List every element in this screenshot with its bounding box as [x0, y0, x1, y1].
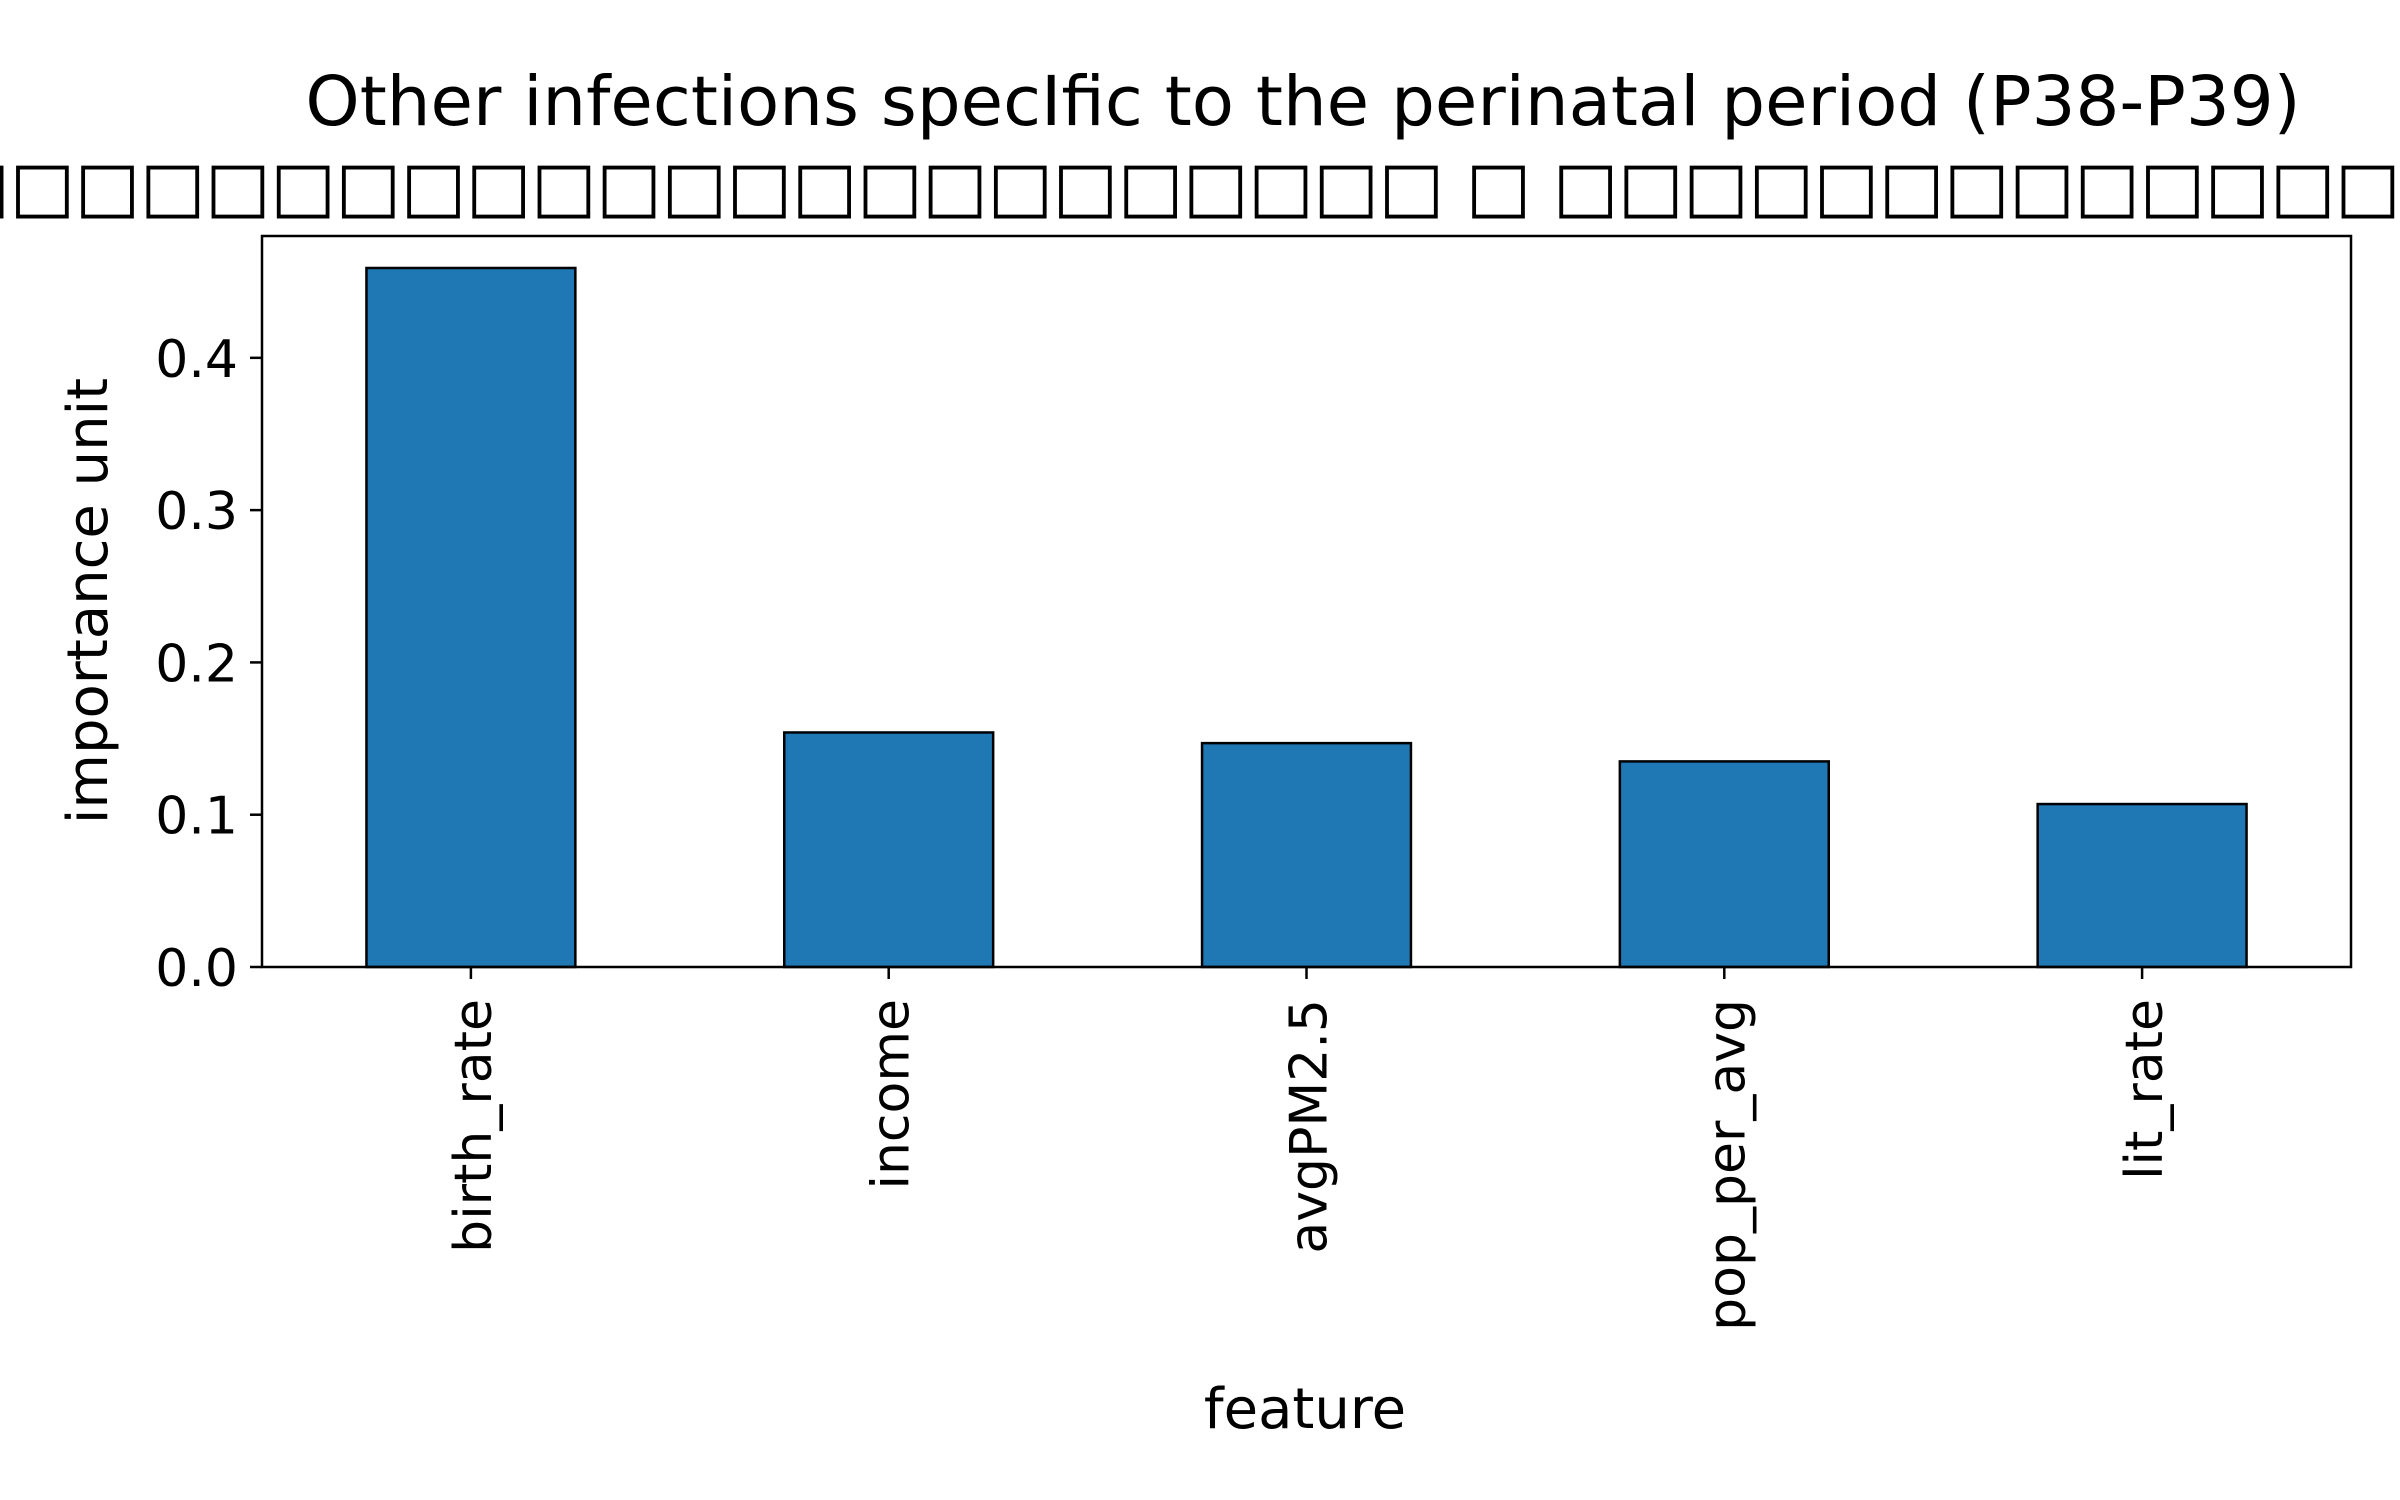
y-tick-label: 0.1	[155, 787, 238, 847]
chart-title-line2: □□□□□□□□□□□□□□□□□□□□□□□□□ □ □□□□□□□□□□□□…	[0, 147, 2400, 227]
plot-frame	[260, 234, 2353, 969]
x-tick-label: pop_per_avg	[1697, 999, 1757, 1331]
bar-income	[783, 731, 995, 969]
bar-birth_rate	[365, 266, 577, 969]
ticks-layer: birth_rate income avgPM2.5 pop_per_avg lit_r…	[155, 330, 2175, 1331]
y-tick-label: 0.2	[155, 634, 238, 694]
x-axis-label: feature	[1204, 1377, 1406, 1442]
x-tick-label: income	[862, 999, 922, 1189]
bar-lit_rate	[2036, 802, 2248, 969]
y-axis-label: importance unit	[56, 378, 121, 824]
bar-avgPM2.5	[1200, 741, 1413, 969]
x-tick-label: avgPM2.5	[1280, 999, 1340, 1254]
x-tick-label: birth_rate	[444, 999, 504, 1253]
y-tick-label: 0.3	[155, 482, 238, 542]
chart-title-line1: Other infections specIfic to the perinat…	[305, 62, 2300, 142]
y-tick-label: 0.0	[155, 939, 238, 999]
bars-layer	[365, 266, 2248, 969]
y-tick-label: 0.4	[155, 330, 238, 390]
bar-pop_per_avg	[1618, 760, 1830, 969]
x-tick-label: lit_rate	[2115, 999, 2175, 1180]
